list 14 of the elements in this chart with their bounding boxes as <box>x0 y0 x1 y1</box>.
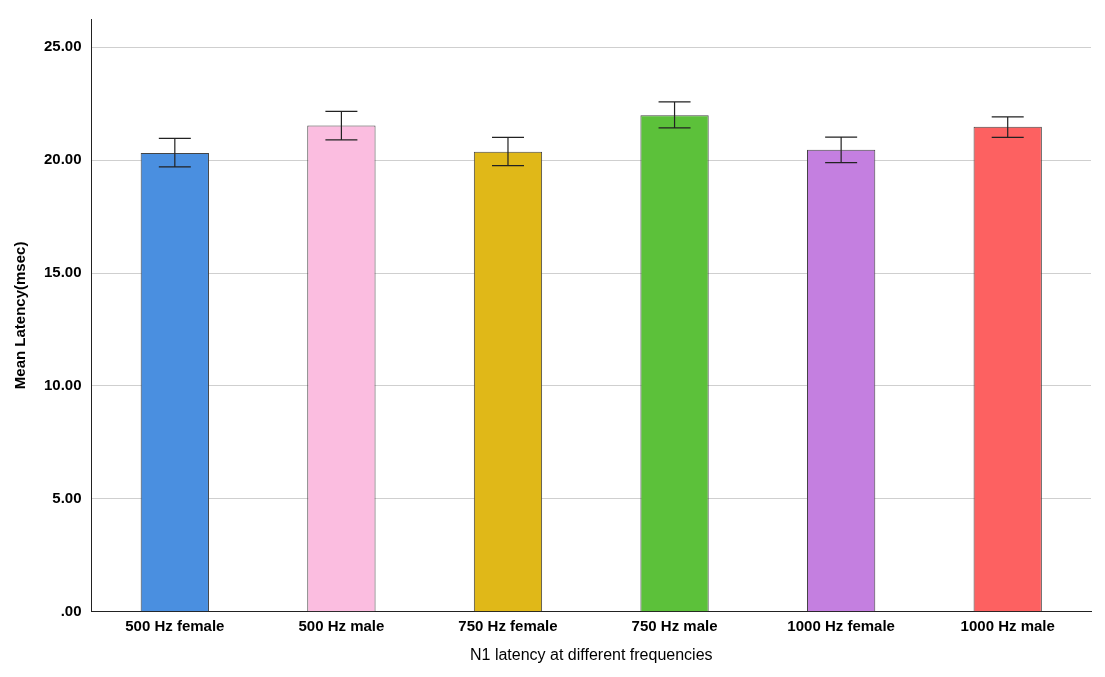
x-tick-label: 1000 Hz female <box>787 616 895 634</box>
x-axis-title: N1 latency at different frequencies <box>470 645 713 663</box>
x-tick-label: 500 Hz male <box>298 616 385 634</box>
x-tick-label: 1000 Hz male <box>960 616 1055 634</box>
y-tick-label: .00 <box>60 601 82 619</box>
y-axis-title: Mean Latency(msec) <box>11 241 29 390</box>
y-tick-label: 15.00 <box>43 263 82 281</box>
x-tick-label: 750 Hz male <box>631 616 718 634</box>
y-tick-label: 20.00 <box>43 150 82 168</box>
x-tick-label: 750 Hz female <box>458 616 558 634</box>
y-tick-label: 10.00 <box>43 376 82 394</box>
y-tick-label: 5.00 <box>52 489 82 507</box>
y-tick-label: 25.00 <box>43 37 82 55</box>
x-tick-label: 500 Hz female <box>125 616 225 634</box>
